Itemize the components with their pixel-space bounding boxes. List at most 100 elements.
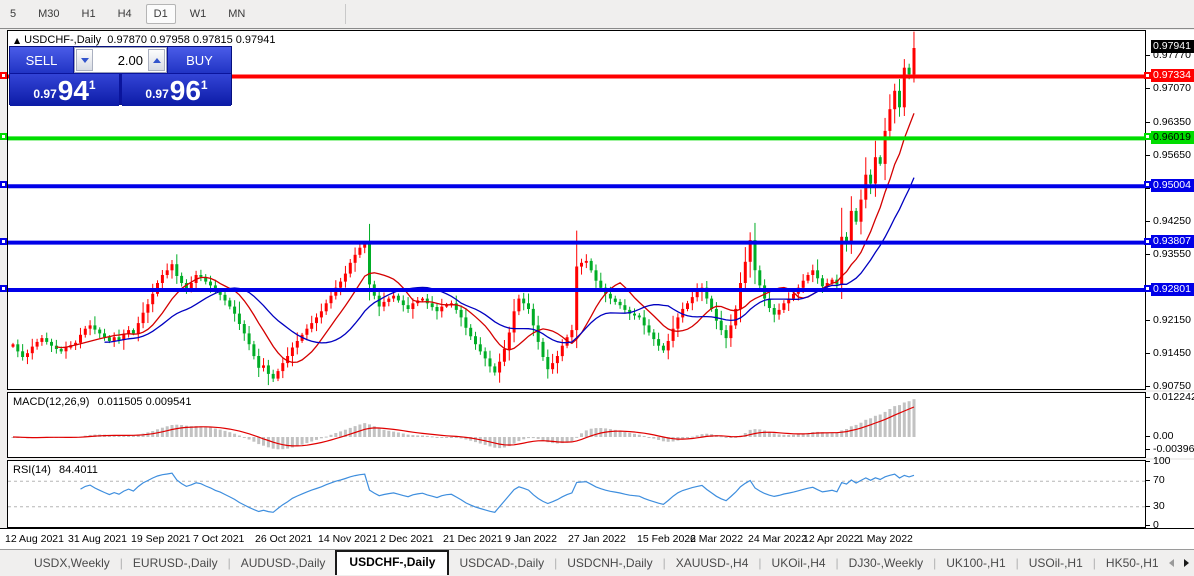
timeframe-button-d1[interactable]: D1 xyxy=(145,4,176,24)
chart-tab-uk100-h1[interactable]: UK100-,H1 xyxy=(946,556,1006,570)
rsi-tick-mark xyxy=(1146,480,1150,481)
macd-tick-label: -0.003963 xyxy=(1153,443,1194,455)
date-tick-label: 2 Dec 2021 xyxy=(380,533,434,545)
timeframe-button-5[interactable]: 5 xyxy=(2,4,24,24)
date-tick-label: 15 Feb 2022 xyxy=(637,533,696,545)
price-tick-mark xyxy=(1146,221,1150,222)
chart-tab-usdcnh-daily[interactable]: USDCNH-,Daily xyxy=(567,556,653,570)
chart-tab-usdchf-daily[interactable]: USDCHF-,Daily xyxy=(335,549,450,575)
price-tick-label: 0.96350 xyxy=(1153,116,1191,128)
price-tick-mark xyxy=(1146,88,1150,89)
rsi-axis: 100 70 30 0 xyxy=(1146,455,1194,531)
time-axis[interactable]: 12 Aug 2021 31 Aug 2021 19 Sep 2021 7 Oct 2… xyxy=(0,528,1194,549)
macd-tick-label: 0.00 xyxy=(1153,430,1174,442)
chart-tab-usdcad-daily[interactable]: USDCAD-,Daily xyxy=(459,556,545,570)
timeframe-button-h1[interactable]: H1 xyxy=(74,4,104,24)
date-tick-label: 21 Dec 2021 xyxy=(443,533,503,545)
chart-tab-eurusd-daily[interactable]: EURUSD-,Daily xyxy=(132,556,218,570)
current-price-badge: 0.97941 xyxy=(1151,40,1194,53)
price-line-badge: 0.96019 xyxy=(1151,131,1194,144)
rsi-indicator-panel[interactable]: RSI(14) 84.4011 xyxy=(7,460,1146,528)
date-tick-label: 9 Jan 2022 xyxy=(505,533,557,545)
price-tick-label: 0.91450 xyxy=(1153,347,1191,359)
macd-name: MACD(12,26,9) xyxy=(13,396,90,408)
macd-axis: 0.012242 0.00-0.003963 xyxy=(1146,391,1194,458)
chart-tab-usoil-h1[interactable]: USOil-,H1 xyxy=(1028,556,1083,570)
volume-decrease-button[interactable] xyxy=(76,49,93,71)
sell-price-big: 94 xyxy=(57,75,89,106)
candlestick-chart[interactable] xyxy=(8,31,1145,389)
tab-scroll-arrows xyxy=(1168,559,1189,567)
price-tick-label: 0.93550 xyxy=(1153,248,1191,260)
buy-price-big: 96 xyxy=(169,75,201,106)
rsi-tick-label: 100 xyxy=(1153,455,1171,467)
chart-ohlc-values: 0.97870 0.97958 0.97815 0.97941 xyxy=(107,34,276,46)
tab-separator: | xyxy=(1015,556,1019,570)
one-click-trading-panel: SELL 2.00 BUY 0.97 94 1 0.97 96 1 xyxy=(9,46,232,106)
date-tick-label: 24 Mar 2022 xyxy=(748,533,807,545)
chart-title: ▲ USDCHF-,Daily 0.97870 0.97958 0.97815 0… xyxy=(14,34,276,46)
rsi-tick-mark xyxy=(1146,525,1150,526)
scroll-left-icon[interactable] xyxy=(1168,559,1174,567)
date-tick-label: 14 Nov 2021 xyxy=(318,533,378,545)
sell-button[interactable]: SELL xyxy=(10,47,73,73)
price-tick-mark xyxy=(1146,353,1150,354)
price-tick-mark xyxy=(1146,55,1150,56)
rsi-value: 84.4011 xyxy=(58,464,98,476)
price-tick-mark xyxy=(1146,155,1150,156)
scroll-right-icon[interactable] xyxy=(1183,559,1189,567)
chart-tab-hk50-h1[interactable]: HK50-,H1 xyxy=(1105,556,1159,570)
macd-indicator-panel[interactable]: MACD(12,26,9) 0.011505 0.009541 xyxy=(7,392,1146,458)
price-tick-label: 0.92150 xyxy=(1153,314,1191,326)
buy-price-prefix: 0.97 xyxy=(145,87,169,101)
rsi-plot xyxy=(8,472,1145,513)
timeframe-button-mn[interactable]: MN xyxy=(220,4,253,24)
rsi-tick-mark xyxy=(1146,506,1150,507)
tab-separator: | xyxy=(554,556,558,570)
timeframe-button-w1[interactable]: W1 xyxy=(182,4,215,24)
macd-tick-label: 0.012242 xyxy=(1153,391,1194,403)
rsi-name: RSI(14) xyxy=(13,464,51,476)
trade-panel-quote-row: 0.97 94 1 0.97 96 1 xyxy=(10,74,231,106)
rsi-tick-label: 70 xyxy=(1153,474,1165,486)
main-chart-panel[interactable]: ▲ USDCHF-,Daily 0.97870 0.97958 0.97815 0… xyxy=(7,30,1146,390)
buy-button[interactable]: BUY xyxy=(168,47,231,73)
volume-input[interactable]: 2.00 xyxy=(117,52,143,68)
volume-increase-button[interactable] xyxy=(148,49,165,71)
buy-price-pip: 1 xyxy=(200,78,208,92)
sell-price-quote[interactable]: 0.97 94 1 xyxy=(10,74,119,106)
tab-separator: | xyxy=(227,556,231,570)
rsi-tick-mark xyxy=(1146,461,1150,462)
tab-separator: | xyxy=(119,556,123,570)
tab-separator: | xyxy=(835,556,839,570)
line-left-marker xyxy=(0,133,7,140)
macd-label: MACD(12,26,9) 0.011505 0.009541 xyxy=(13,396,191,408)
collapse-triangle-icon[interactable]: ▲ xyxy=(14,36,21,45)
rsi-tick-label: 30 xyxy=(1153,500,1165,512)
timeframe-button-m30[interactable]: M30 xyxy=(30,4,67,24)
chevron-up-icon xyxy=(152,57,161,63)
price-tick-label: 0.90750 xyxy=(1153,380,1191,392)
line-right-marker xyxy=(1144,285,1151,292)
chart-tab-audusd-daily[interactable]: AUDUSD-,Daily xyxy=(240,556,326,570)
volume-stepper: 2.00 xyxy=(74,47,167,73)
line-right-marker xyxy=(1144,238,1151,245)
chart-tab-bar: USDX,Weekly | EURUSD-,Daily | AUDUSD-,Daily U… xyxy=(0,549,1194,576)
chart-tab-xauusd-h4[interactable]: XAUUSD-,H4 xyxy=(675,556,749,570)
price-tick-mark xyxy=(1146,320,1150,321)
chart-tab-ukoil-h4[interactable]: UKOil-,H4 xyxy=(771,556,826,570)
price-tick-mark xyxy=(1146,254,1150,255)
chart-tab-usdx-weekly[interactable]: USDX,Weekly xyxy=(34,556,110,570)
price-axis[interactable]: 0.977700.970700.963500.956500.949500.942… xyxy=(1144,30,1194,392)
timeframe-button-h4[interactable]: H4 xyxy=(110,4,140,24)
line-left-marker xyxy=(0,285,7,292)
price-tick-label: 0.95650 xyxy=(1153,149,1191,161)
date-tick-label: 6 Mar 2022 xyxy=(690,533,744,545)
price-line-badge: 0.97334 xyxy=(1151,69,1194,82)
sell-price-pip: 1 xyxy=(88,78,96,92)
buy-price-quote[interactable]: 0.97 96 1 xyxy=(122,74,231,106)
line-left-marker xyxy=(0,181,7,188)
toolbar-separator xyxy=(345,4,347,24)
chart-tab-dj30-weekly[interactable]: DJ30-,Weekly xyxy=(848,556,924,570)
trade-panel-top-row: SELL 2.00 BUY xyxy=(10,47,231,73)
